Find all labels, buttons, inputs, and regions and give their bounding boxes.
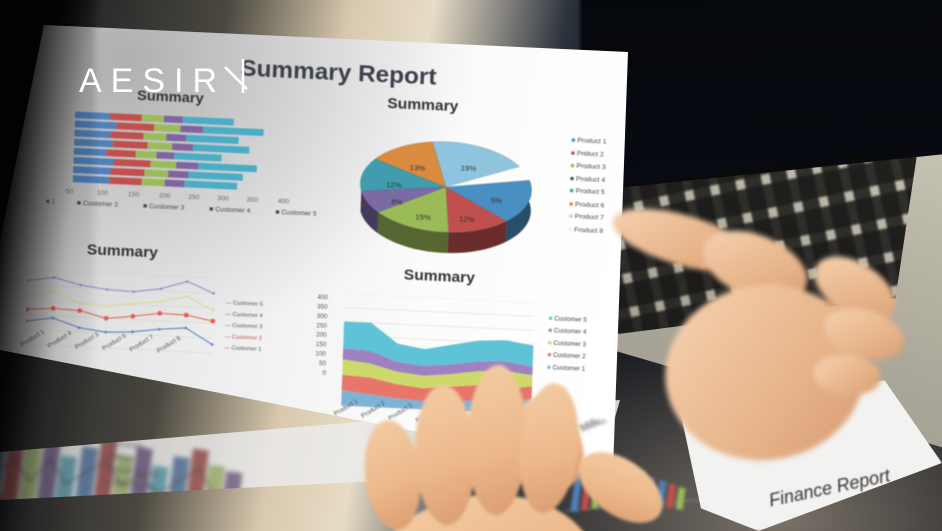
svg-text:12%: 12% xyxy=(459,215,475,225)
svg-text:13%: 13% xyxy=(409,163,425,173)
svg-text:15%: 15% xyxy=(415,213,431,223)
svg-text:19%: 19% xyxy=(460,164,476,174)
svg-text:8%: 8% xyxy=(391,197,403,206)
svg-text:12%: 12% xyxy=(386,180,402,190)
svg-text:5%: 5% xyxy=(491,196,503,205)
